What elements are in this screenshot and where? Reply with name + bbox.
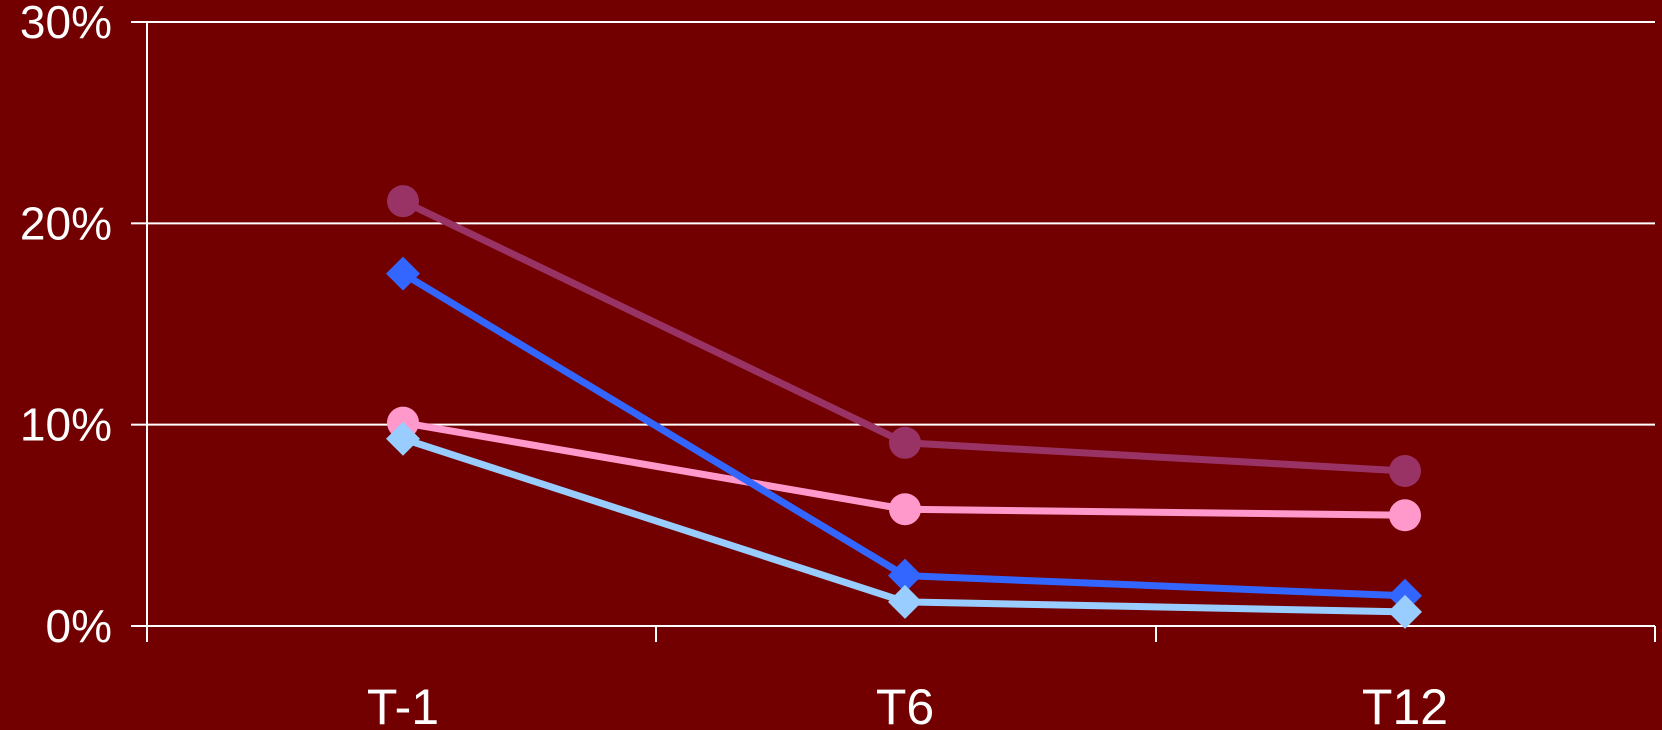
- x-tick-label: T-1: [367, 679, 439, 730]
- data-point-diamond: [386, 256, 420, 291]
- y-tick-label: 0%: [46, 600, 112, 652]
- data-point-diamond: [888, 584, 922, 619]
- y-tick-label: 20%: [20, 197, 112, 249]
- data-point-diamond: [386, 421, 420, 456]
- data-point-circle: [1389, 454, 1421, 487]
- series-markers: [386, 185, 1422, 629]
- data-point-diamond: [1388, 594, 1422, 629]
- data-point-circle: [387, 185, 419, 218]
- y-tick-label: 10%: [20, 399, 112, 451]
- tick-labels: 0% 10% 20% 30% T-1 T6 T12: [20, 0, 1448, 730]
- data-point-circle: [1389, 499, 1421, 532]
- x-tick-label: T6: [876, 679, 934, 730]
- y-tick-label: 30%: [20, 0, 112, 48]
- x-tick-label: T12: [1362, 679, 1448, 730]
- data-point-diamond: [888, 558, 922, 593]
- data-point-circle: [889, 426, 921, 459]
- data-point-circle: [889, 493, 921, 526]
